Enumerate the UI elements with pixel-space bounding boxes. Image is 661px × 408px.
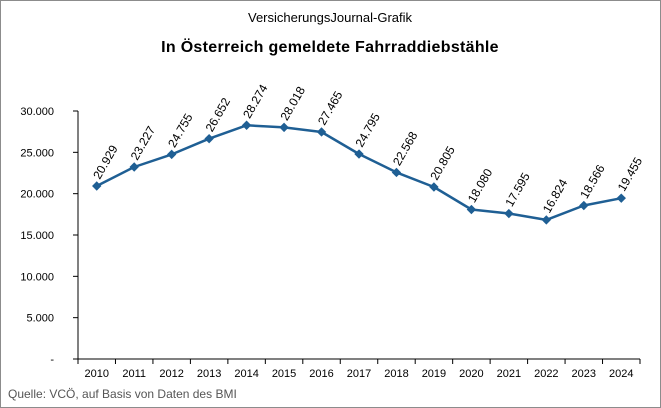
data-point-marker [92, 181, 102, 191]
data-label: 23.227 [128, 123, 159, 162]
x-tick-label: 2024 [609, 368, 633, 380]
data-label: 28.274 [240, 82, 271, 121]
data-point-marker [166, 149, 177, 160]
data-label: 22.568 [390, 129, 421, 168]
x-tick-label: 2014 [234, 368, 258, 380]
data-point-marker [579, 200, 589, 211]
y-axis-ticks: - 5.000 10.000 15.000 20.000 25.000 30.000 [20, 106, 78, 366]
data-label: 17.595 [502, 170, 533, 209]
x-tick-label: 2023 [572, 368, 596, 380]
data-point-marker [541, 215, 552, 225]
data-point-marker [616, 193, 626, 203]
y-tick-label: 20.000 [20, 189, 54, 201]
y-tick-label: - [50, 354, 54, 366]
x-tick-label: 2015 [272, 368, 296, 380]
data-point-marker [466, 204, 477, 215]
data-label: 20.805 [427, 143, 458, 182]
data-labels: 20.929 23.227 24.755 26.652 28.274 28.018 27.4… [90, 82, 645, 216]
x-tick-label: 2022 [534, 368, 558, 380]
data-point-marker [504, 208, 514, 219]
data-point-marker [354, 149, 364, 159]
x-tick-label: 2011 [122, 368, 146, 380]
data-label: 16.824 [540, 176, 571, 215]
data-label: 24.755 [165, 111, 196, 150]
data-point-marker [129, 162, 139, 172]
x-tick-label: 2016 [309, 368, 333, 380]
x-tick-label: 2018 [384, 368, 408, 380]
x-tick-label: 2010 [84, 368, 108, 380]
data-label: 28.018 [278, 84, 309, 123]
axes [77, 111, 640, 360]
chart-title: In Österreich gemeldete Fahrraddiebstähl… [161, 37, 499, 56]
data-label: 18.566 [577, 162, 608, 201]
data-point-marker [391, 167, 402, 178]
x-tick-label: 2021 [497, 368, 521, 380]
data-label: 27.465 [315, 88, 346, 127]
data-label: 24.795 [352, 110, 383, 149]
data-point-marker [316, 127, 327, 137]
x-tick-label: 2012 [159, 368, 183, 380]
data-point-marker [241, 120, 252, 130]
x-tick-label: 2020 [459, 368, 483, 380]
data-label: 19.455 [615, 155, 646, 194]
data-label: 26.652 [203, 95, 234, 134]
data-point-marker [204, 133, 214, 144]
x-tick-label: 2017 [347, 368, 371, 380]
x-tick-label: 2013 [197, 368, 221, 380]
y-tick-label: 25.000 [20, 147, 54, 159]
y-tick-label: 30.000 [20, 106, 54, 118]
x-axis-ticks: 2010 2011 2012 2013 2014 2015 2016 2017 2018 2019… [77, 359, 641, 380]
data-point-marker [279, 122, 289, 133]
source-note: Quelle: VCÖ, auf Basis von Daten des BMI [8, 387, 237, 401]
x-tick-label: 2019 [422, 368, 446, 380]
series-markers [92, 120, 626, 225]
y-tick-label: 15.000 [20, 230, 54, 242]
data-point-marker [429, 182, 439, 192]
data-label: 18.080 [465, 166, 496, 205]
chart-supertitle: VersicherungsJournal-Grafik [248, 10, 413, 25]
y-tick-label: 5.000 [26, 313, 54, 325]
y-tick-label: 10.000 [20, 271, 54, 283]
